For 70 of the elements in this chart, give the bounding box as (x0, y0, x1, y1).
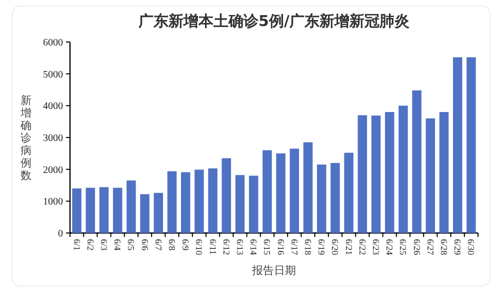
x-tick-label: 6/20 (330, 239, 340, 256)
bar (72, 188, 82, 233)
x-tick-label: 6/6 (140, 239, 150, 251)
y-tick-label: 3000 (43, 133, 63, 144)
bar (167, 171, 177, 233)
bar (303, 142, 313, 233)
bar (194, 170, 204, 233)
bar (222, 158, 232, 233)
bar (344, 152, 354, 233)
x-tick-label: 6/17 (289, 239, 300, 256)
bar (180, 172, 190, 233)
bar (439, 112, 449, 233)
x-tick-label: 6/25 (398, 239, 408, 256)
x-tick-label: 6/22 (357, 239, 368, 256)
x-tick-label: 6/28 (439, 239, 449, 256)
bar (86, 188, 96, 233)
bar (99, 187, 109, 233)
bar (330, 162, 340, 233)
bar (398, 106, 408, 233)
bar (235, 175, 245, 233)
x-tick-label: 6/9 (180, 239, 191, 251)
x-tick-label: 6/8 (167, 239, 177, 251)
bar (290, 148, 300, 233)
y-tick-label: 6000 (43, 38, 63, 48)
x-tick-label: 6/2 (85, 239, 96, 251)
x-tick-label: 6/13 (235, 239, 245, 256)
x-tick-label: 6/15 (262, 239, 272, 256)
y-tick-label: 1000 (43, 196, 63, 208)
x-tick-label: 6/18 (303, 239, 313, 256)
y-tick-label: 4000 (43, 101, 63, 112)
y-tick-label: 0 (58, 228, 63, 240)
bar (208, 168, 218, 233)
x-tick-label: 6/11 (208, 239, 218, 255)
x-tick-label: 6/10 (194, 239, 204, 256)
y-tick-label: 5000 (43, 69, 63, 80)
x-axis-title: 报告日期 (251, 264, 296, 277)
bar (412, 90, 422, 233)
x-tick-label: 6/3 (99, 239, 109, 251)
x-tick-label: 6/1 (72, 239, 82, 251)
x-tick-label: 6/30 (466, 239, 476, 256)
x-tick-label: 6/29 (452, 239, 463, 256)
bar (262, 150, 272, 233)
bar (371, 116, 381, 233)
bar (358, 115, 368, 233)
y-tick-label: 2000 (43, 164, 63, 176)
bar (466, 57, 476, 233)
x-tick-label: 6/4 (112, 239, 123, 251)
x-tick-label: 6/26 (412, 239, 422, 256)
bar (154, 192, 164, 233)
bar (276, 153, 286, 233)
x-tick-label: 6/16 (276, 239, 286, 256)
x-tick-label: 6/23 (371, 239, 381, 256)
x-tick-label: 6/27 (425, 239, 436, 256)
x-tick-label: 6/12 (221, 239, 232, 256)
bar (140, 194, 150, 233)
bar (452, 57, 462, 233)
bar (426, 118, 436, 233)
bar (126, 180, 136, 233)
x-tick-label: 6/7 (153, 239, 164, 251)
bar (316, 164, 326, 233)
x-tick-label: 6/19 (316, 239, 327, 256)
chart-title: 广东新增本土确诊5例/广东新增新冠肺炎 (138, 12, 410, 30)
bar (384, 112, 394, 233)
x-tick-label: 6/14 (248, 239, 259, 256)
x-tick-label: 6/24 (384, 239, 395, 256)
bar (112, 188, 122, 233)
bar (248, 176, 258, 233)
y-axis-title: 新增确诊病例数 (20, 94, 32, 182)
x-tick-label: 6/5 (126, 239, 136, 251)
x-tick-label: 6/21 (344, 239, 354, 256)
